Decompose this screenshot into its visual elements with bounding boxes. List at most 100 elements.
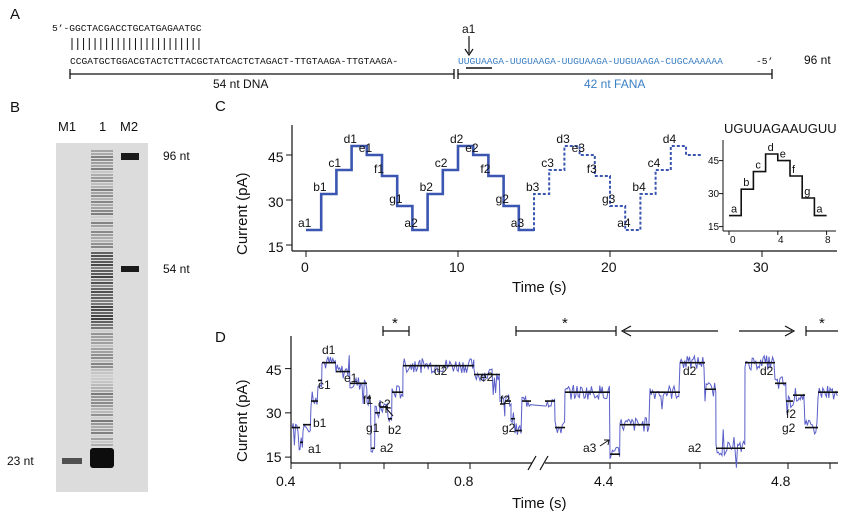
smear-band xyxy=(91,384,113,386)
c-state-label: b2 xyxy=(420,180,434,194)
marker-23nt: 23 nt xyxy=(7,454,34,468)
smear-band xyxy=(91,168,113,170)
smear-band xyxy=(91,180,113,182)
smear-band xyxy=(91,243,113,245)
smear-band xyxy=(91,303,113,305)
fana-label: 42 nt FANA xyxy=(584,77,645,91)
smear-band xyxy=(91,171,113,173)
marker-96nt: 96 nt xyxy=(163,149,190,163)
smear-band xyxy=(91,270,113,272)
c-state-label: f1 xyxy=(374,162,384,176)
inset-state-label: g xyxy=(804,186,810,198)
smear-band xyxy=(91,282,113,284)
smear-band xyxy=(91,222,113,224)
base-pair-ticks xyxy=(71,38,200,50)
c-state-label: e1 xyxy=(359,141,373,155)
inset-xtick-4: 4 xyxy=(778,235,784,246)
smear-band xyxy=(91,318,113,320)
c-state-label: g3 xyxy=(602,192,616,206)
d-state-label: d2 xyxy=(760,364,774,378)
smear-band xyxy=(91,198,113,200)
smear-band xyxy=(91,417,113,419)
c-state-label: e3 xyxy=(572,141,586,155)
d-top-annotations xyxy=(382,325,838,337)
c-state-label: a4 xyxy=(617,216,631,230)
smear-band xyxy=(91,273,113,275)
inset-state-label: c xyxy=(755,160,761,172)
smear-band xyxy=(91,297,113,299)
c-state-label: b4 xyxy=(632,180,646,194)
lane-m2-label: M2 xyxy=(120,119,138,134)
inset-xtick-0: 0 xyxy=(730,235,736,246)
inset-axes xyxy=(722,140,836,232)
c-state-label: e2 xyxy=(465,141,479,155)
smear-band xyxy=(91,405,113,407)
smear-band xyxy=(91,252,113,254)
d-arrows xyxy=(385,407,610,447)
smear-band xyxy=(91,381,113,383)
smear-band xyxy=(91,195,113,197)
bottom-strand-fana: UUGUAAGA-UUGUAAGA-UUGUAAGA-UUGUAAGA-CUGC… xyxy=(458,56,723,67)
smear-band xyxy=(91,402,113,404)
smear-band xyxy=(91,372,113,374)
d-ytick-15: 15 xyxy=(266,449,282,465)
c-state-label: d1 xyxy=(344,132,358,146)
smear-band xyxy=(91,201,113,203)
smear-band xyxy=(91,432,113,434)
smear-band xyxy=(91,216,113,218)
inset-title: UGUUAGAAUGUU xyxy=(724,121,837,136)
smear-band xyxy=(91,285,113,287)
d-state-label: a3 xyxy=(583,441,597,455)
d-state-label: b2 xyxy=(388,423,402,437)
dna-label: 54 nt DNA xyxy=(213,77,268,91)
d-ytick-45: 45 xyxy=(266,362,282,378)
smear-band xyxy=(91,174,113,176)
smear-band xyxy=(91,207,113,209)
lane-1-label: 1 xyxy=(99,119,106,134)
d-state-label: d2 xyxy=(434,364,448,378)
panel-c-label: C xyxy=(215,98,226,115)
smear-band xyxy=(91,423,113,425)
panel-d-axes xyxy=(290,336,838,471)
inset-trace xyxy=(729,153,827,217)
smear-band xyxy=(91,165,113,167)
c-xtick-30: 30 xyxy=(753,259,769,275)
smear-band xyxy=(91,348,113,350)
smear-band xyxy=(91,186,113,188)
smear-band xyxy=(91,333,113,335)
c-trace-dashed xyxy=(518,145,702,231)
d-state-label: g1 xyxy=(366,421,380,435)
d-state-label: c1 xyxy=(318,378,331,392)
smear-band xyxy=(91,219,113,221)
panel-d-label: D xyxy=(215,329,226,346)
d-state-label: f2 xyxy=(786,407,796,421)
c-xlabel: Time (s) xyxy=(512,279,566,296)
d-ytick-30: 30 xyxy=(266,405,282,421)
d-noisy-trace xyxy=(291,354,838,468)
smear-band xyxy=(91,306,113,308)
top-strand: 5’-GGCTACGACCTGCATGAGAATGC xyxy=(52,23,202,34)
smear-band xyxy=(91,240,113,242)
d-state-label: d2 xyxy=(683,364,697,378)
c-state-label: a1 xyxy=(298,216,312,230)
c-ytick-15: 15 xyxy=(268,239,284,255)
smear-band xyxy=(91,156,113,158)
smear-band xyxy=(91,276,113,278)
band-96nt xyxy=(121,153,139,160)
inset-ytick-45: 45 xyxy=(708,156,720,167)
band-54nt xyxy=(121,266,139,272)
smear-band xyxy=(91,369,113,371)
smear-band xyxy=(91,279,113,281)
smear-band xyxy=(91,294,113,296)
marker-54nt: 54 nt xyxy=(163,262,190,276)
smear-band xyxy=(91,375,113,377)
inset-state-label: a xyxy=(731,204,738,216)
d-state-label: c2 xyxy=(378,397,391,411)
smear-band xyxy=(91,351,113,353)
inset-ytick-30: 30 xyxy=(708,189,720,200)
smear-band xyxy=(91,339,113,341)
panel-c-axes xyxy=(291,125,837,252)
panel-a-label: A xyxy=(10,6,20,23)
band-lane1-bottom xyxy=(90,448,114,468)
